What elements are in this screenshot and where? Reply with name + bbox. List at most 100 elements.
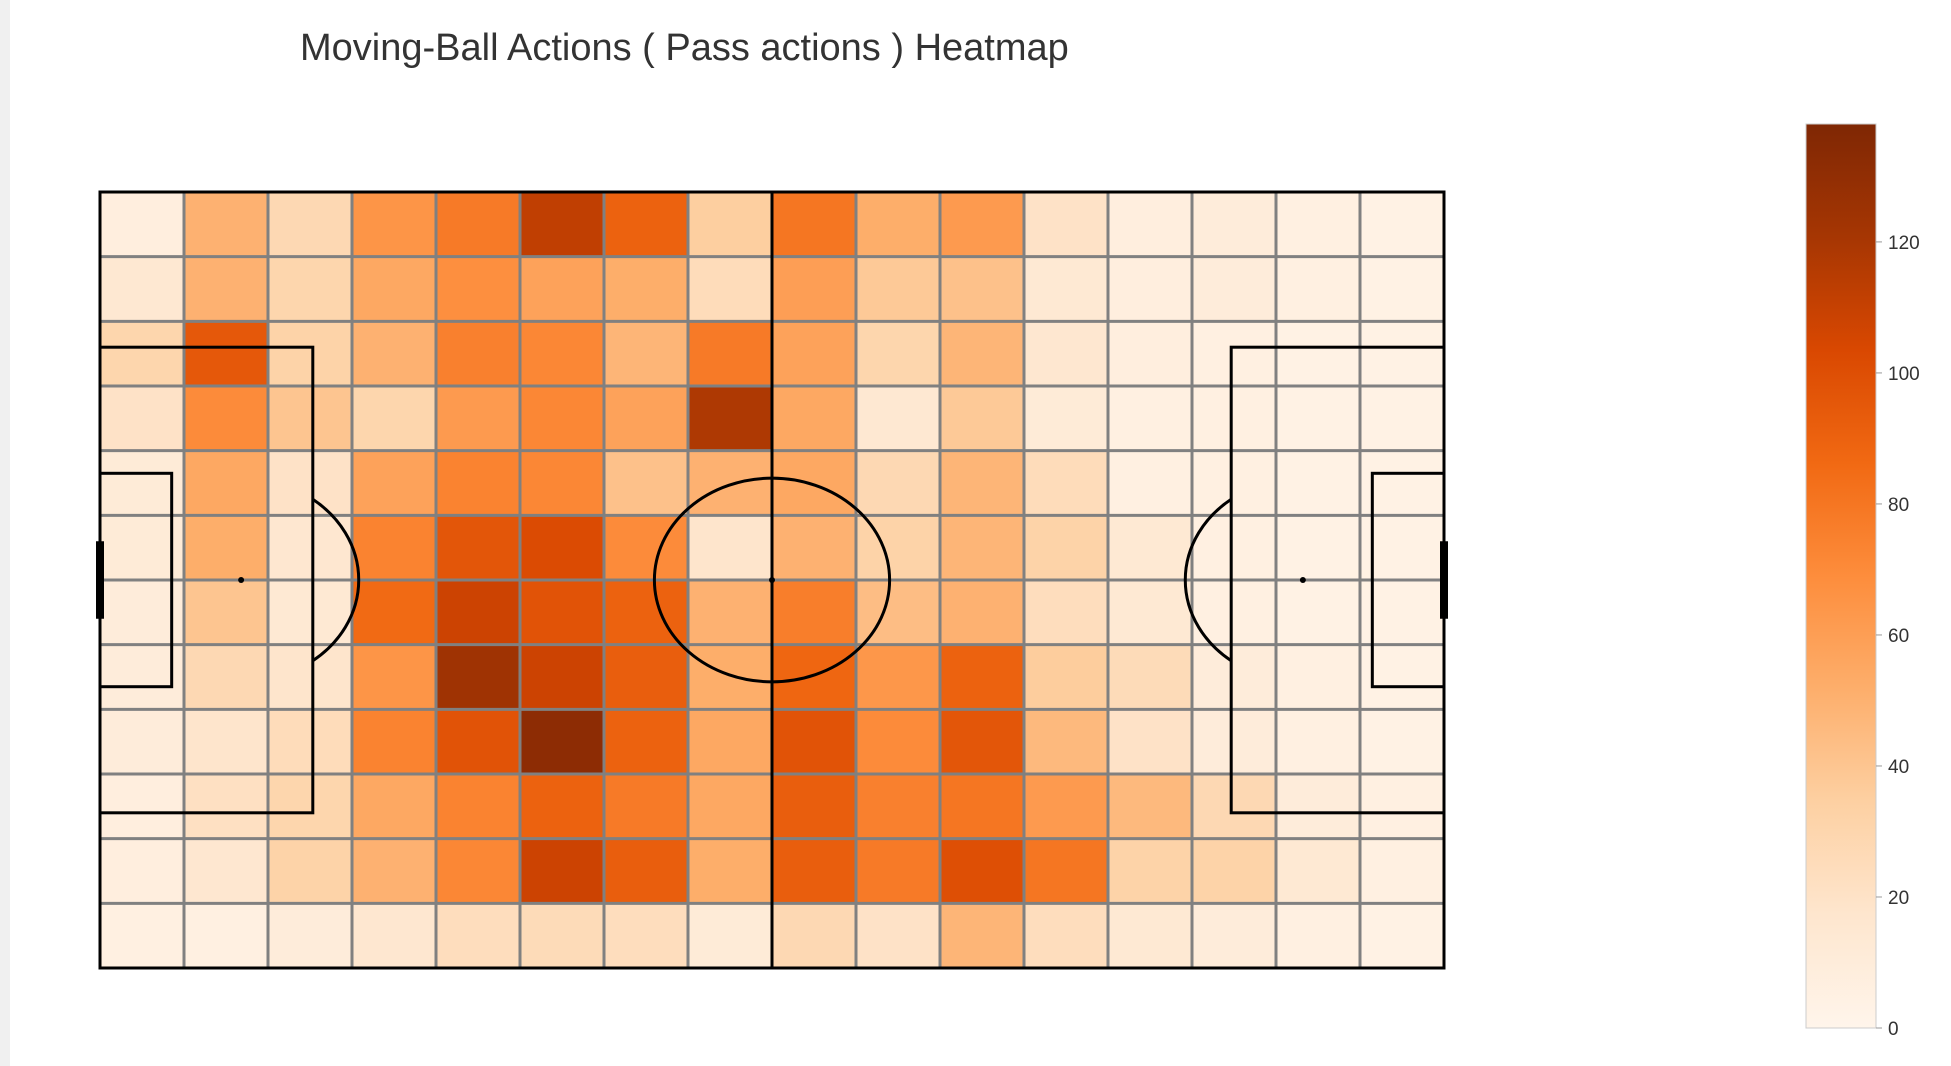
heatmap-cell-r0-c5 [520,192,605,257]
heatmap-cell-r0-c15 [1360,192,1445,257]
heatmap-cell-r9-c0 [100,774,185,839]
heatmap-cell-r7-c7 [688,645,773,710]
heatmap-cell-r8-c12 [1108,709,1193,774]
heatmap-cell-r6-c5 [520,580,605,645]
heatmap-cell-r7-c2 [268,645,353,710]
heatmap-cell-r3-c14 [1276,386,1361,451]
heatmap-cell-r10-c14 [1276,839,1361,904]
heatmap-cell-r7-c3 [352,645,437,710]
heatmap-cell-r11-c5 [520,903,605,968]
heatmap-cell-r6-c14 [1276,580,1361,645]
heatmap-cell-r11-c13 [1192,903,1277,968]
heatmap-cell-r8-c8 [772,709,857,774]
heatmap-cell-r7-c9 [856,645,941,710]
heatmap-cell-r8-c6 [604,709,689,774]
heatmap-cell-r5-c1 [184,515,269,580]
heatmap-cell-r5-c14 [1276,515,1361,580]
heatmap-cell-r0-c10 [940,192,1025,257]
heatmap-cell-r11-c11 [1024,903,1109,968]
heatmap-cell-r5-c10 [940,515,1025,580]
heatmap-cell-r3-c7 [688,386,773,451]
heatmap-cell-r9-c9 [856,774,941,839]
heatmap-cell-r1-c14 [1276,257,1361,322]
heatmap-cell-r5-c5 [520,515,605,580]
heatmap-cell-r8-c10 [940,709,1025,774]
heatmap-cell-r2-c1 [184,321,269,386]
heatmap-cell-r10-c8 [772,839,857,904]
heatmap-chart: Moving-Ball Actions ( Pass actions ) Hea… [10,0,1951,1066]
heatmap-cell-r1-c10 [940,257,1025,322]
heatmap-cell-r11-c9 [856,903,941,968]
heatmap-cell-r8-c11 [1024,709,1109,774]
heatmap-cell-r6-c7 [688,580,773,645]
heatmap-cell-r6-c9 [856,580,941,645]
heatmap-cell-r5-c12 [1108,515,1193,580]
heatmap-cell-r6-c8 [772,580,857,645]
colorbar-gradient [1806,124,1876,1028]
heatmap-cell-r4-c9 [856,451,941,516]
heatmap-cell-r2-c11 [1024,321,1109,386]
heatmap-cell-r3-c11 [1024,386,1109,451]
heatmap-cell-r4-c2 [268,451,353,516]
heatmap-cell-r9-c14 [1276,774,1361,839]
heatmap-cell-r8-c9 [856,709,941,774]
heatmap-cell-r10-c6 [604,839,689,904]
heatmap-cell-r4-c4 [436,451,521,516]
heatmap-cell-r5-c4 [436,515,521,580]
heatmap-cell-r8-c4 [436,709,521,774]
heatmap-cell-r3-c9 [856,386,941,451]
heatmap-cell-r10-c5 [520,839,605,904]
heatmap-cell-r9-c11 [1024,774,1109,839]
heatmap-cell-r10-c15 [1360,839,1445,904]
heatmap-cell-r2-c5 [520,321,605,386]
heatmap-cell-r2-c14 [1276,321,1361,386]
heatmap-cell-r5-c11 [1024,515,1109,580]
heatmap-cell-r0-c4 [436,192,521,257]
colorbar-tick-label: 0 [1888,1019,1899,1040]
heatmap-cell-r9-c1 [184,774,269,839]
heatmap-cell-r3-c10 [940,386,1025,451]
heatmap-cell-r0-c2 [268,192,353,257]
heatmap-cell-r9-c10 [940,774,1025,839]
heatmap-cell-r1-c6 [604,257,689,322]
heatmap-cell-r8-c7 [688,709,773,774]
heatmap-cell-r9-c13 [1192,774,1277,839]
heatmap-cell-r6-c10 [940,580,1025,645]
heatmap-cell-r5-c9 [856,515,941,580]
colorbar: 0 20 40 60 80 100 120 [1806,124,1920,1040]
heatmap-cell-r7-c1 [184,645,269,710]
heatmap-cell-r9-c15 [1360,774,1445,839]
heatmap-cell-r1-c5 [520,257,605,322]
heatmap-cell-r5-c3 [352,515,437,580]
colorbar-tick-label: 60 [1888,626,1909,647]
heatmap-cell-r0-c14 [1276,192,1361,257]
heatmap-cell-r4-c12 [1108,451,1193,516]
heatmap-cell-r7-c5 [520,645,605,710]
heatmap-cell-r4-c13 [1192,451,1277,516]
heatmap-cell-r1-c2 [268,257,353,322]
heatmap-cell-r2-c15 [1360,321,1445,386]
heatmap-cell-r9-c12 [1108,774,1193,839]
center-spot [769,577,775,583]
heatmap-cell-r8-c13 [1192,709,1277,774]
heatmap-cell-r11-c2 [268,903,353,968]
heatmap-cell-r1-c12 [1108,257,1193,322]
heatmap-cell-r4-c10 [940,451,1025,516]
heatmap-cell-r3-c13 [1192,386,1277,451]
heatmap-cell-r11-c7 [688,903,773,968]
heatmap-cell-r1-c15 [1360,257,1445,322]
heatmap-cell-r11-c3 [352,903,437,968]
heatmap-cell-r3-c5 [520,386,605,451]
heatmap-cell-r0-c1 [184,192,269,257]
heatmap-cell-r4-c14 [1276,451,1361,516]
heatmap-cell-r7-c8 [772,645,857,710]
heatmap-cell-r7-c14 [1276,645,1361,710]
heatmap-cell-r9-c5 [520,774,605,839]
heatmap-cell-r11-c12 [1108,903,1193,968]
heatmap-cell-r3-c15 [1360,386,1445,451]
heatmap-cell-r10-c1 [184,839,269,904]
heatmap-cell-r1-c11 [1024,257,1109,322]
heatmap-cell-r6-c6 [604,580,689,645]
heatmap-cell-r7-c13 [1192,645,1277,710]
heatmap-cell-r3-c8 [772,386,857,451]
